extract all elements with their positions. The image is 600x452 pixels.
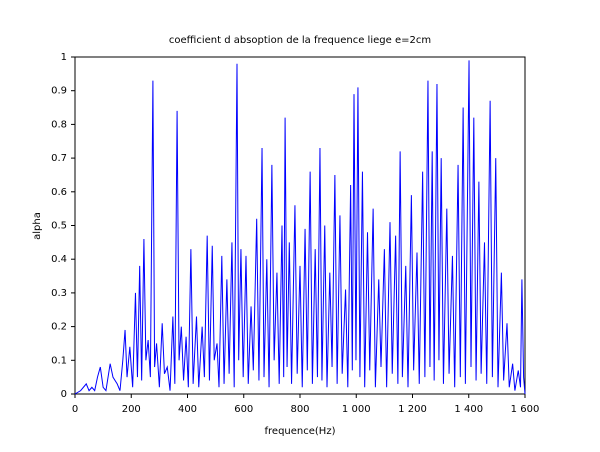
- x-tick-label: 0: [72, 404, 78, 415]
- x-tick-label: 1 400: [454, 404, 483, 415]
- chart-title: coefficient d absoption de la frequence …: [169, 35, 431, 46]
- y-tick-label: 0: [61, 389, 67, 400]
- x-axis-label: frequence(Hz): [265, 426, 336, 437]
- x-tick-label: 1 600: [511, 404, 540, 415]
- x-tick-label: 1 000: [342, 404, 371, 415]
- x-tick-label: 600: [234, 404, 253, 415]
- x-tick-label: 800: [290, 404, 309, 415]
- y-tick-label: 0.3: [51, 288, 67, 299]
- y-tick-label: 0.7: [51, 153, 67, 164]
- data-line: [74, 60, 526, 395]
- x-tick-label: 400: [178, 404, 197, 415]
- y-tick-label: 0.5: [51, 221, 67, 232]
- y-axis-label: alpha: [32, 212, 43, 240]
- x-tick-label: 200: [122, 404, 141, 415]
- y-tick-label: 0.8: [51, 119, 67, 130]
- y-tick-label: 0.4: [51, 254, 67, 265]
- y-tick-label: 0.2: [51, 322, 67, 333]
- y-tick-label: 0.9: [51, 86, 67, 97]
- x-tick-label: 1 200: [398, 404, 427, 415]
- y-tick-label: 0.1: [51, 355, 67, 366]
- y-tick-label: 0.6: [51, 187, 67, 198]
- y-tick-label: 1: [61, 52, 67, 63]
